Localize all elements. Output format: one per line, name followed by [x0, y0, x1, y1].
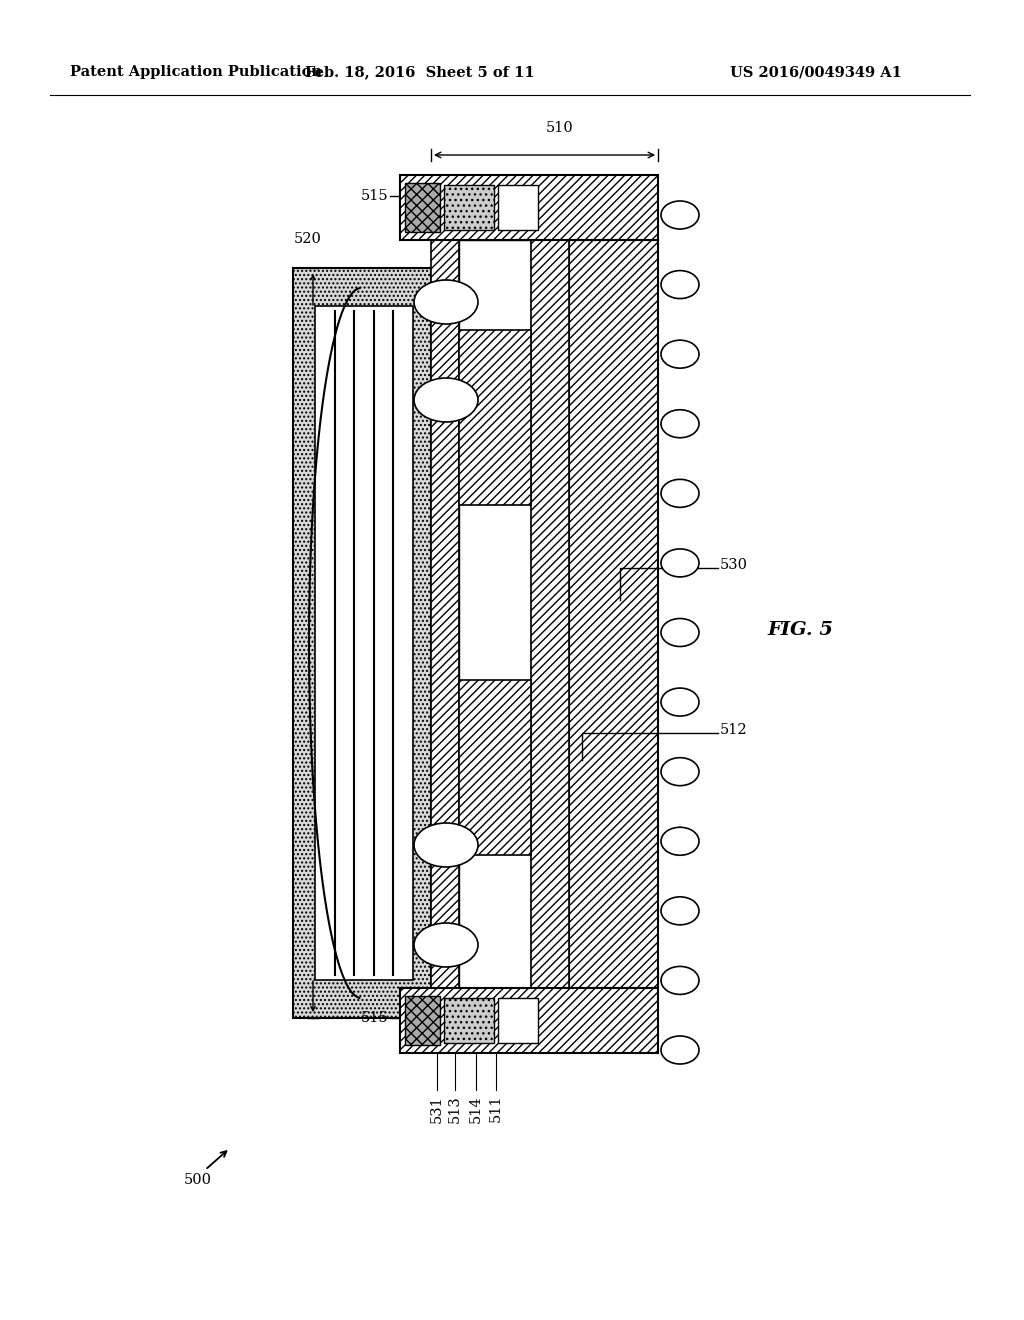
Ellipse shape — [662, 271, 699, 298]
Text: 513: 513 — [449, 1096, 462, 1123]
Bar — [444, 185, 494, 230]
Bar — [459, 240, 531, 987]
Text: 512: 512 — [720, 723, 748, 737]
Text: 514: 514 — [469, 1096, 483, 1122]
Text: 531: 531 — [430, 1096, 444, 1123]
Bar — [400, 987, 658, 1053]
Bar — [569, 240, 658, 987]
Bar — [444, 998, 494, 1043]
Ellipse shape — [414, 923, 478, 968]
Ellipse shape — [662, 1036, 699, 1064]
Bar — [459, 680, 531, 855]
Ellipse shape — [662, 341, 699, 368]
Ellipse shape — [414, 378, 478, 422]
Text: 520: 520 — [294, 232, 322, 246]
Ellipse shape — [662, 828, 699, 855]
Ellipse shape — [662, 479, 699, 507]
Text: Patent Application Publication: Patent Application Publication — [70, 65, 322, 79]
Ellipse shape — [414, 280, 478, 323]
Ellipse shape — [662, 896, 699, 925]
Text: 500: 500 — [184, 1173, 212, 1187]
Text: Feb. 18, 2016  Sheet 5 of 11: Feb. 18, 2016 Sheet 5 of 11 — [305, 65, 535, 79]
Bar — [315, 306, 413, 979]
Ellipse shape — [662, 966, 699, 994]
Bar — [400, 176, 658, 240]
Ellipse shape — [662, 549, 699, 577]
Ellipse shape — [414, 822, 478, 867]
Ellipse shape — [662, 409, 699, 438]
Bar — [406, 997, 440, 1045]
Bar — [459, 330, 531, 506]
Text: 510: 510 — [546, 121, 573, 135]
Ellipse shape — [662, 201, 699, 228]
Bar — [498, 185, 538, 230]
Text: 530: 530 — [720, 558, 748, 572]
Bar — [531, 240, 569, 987]
Ellipse shape — [662, 758, 699, 785]
Bar — [431, 240, 459, 987]
Ellipse shape — [662, 688, 699, 715]
Text: FIG. 5: FIG. 5 — [767, 620, 833, 639]
Bar — [293, 268, 431, 1018]
Bar — [498, 998, 538, 1043]
Ellipse shape — [662, 619, 699, 647]
Text: US 2016/0049349 A1: US 2016/0049349 A1 — [730, 65, 902, 79]
Text: 511: 511 — [489, 1096, 503, 1122]
Bar — [406, 183, 440, 232]
Text: 515: 515 — [360, 1011, 388, 1026]
Text: 515: 515 — [360, 189, 388, 203]
